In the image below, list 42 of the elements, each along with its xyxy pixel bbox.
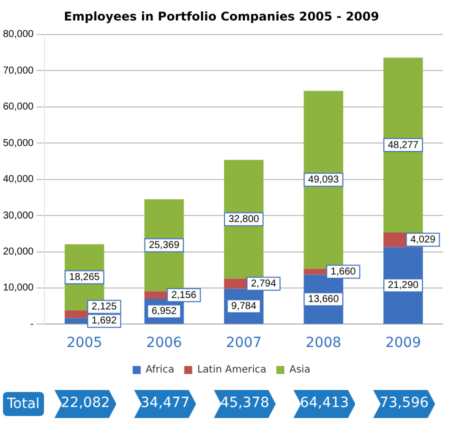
y-tick-label: 70,000 bbox=[2, 65, 34, 76]
y-tick-label: 30,000 bbox=[2, 210, 34, 222]
y-tick-label: - bbox=[30, 318, 34, 330]
chart-title: Employees in Portfolio Companies 2005 - 2009 bbox=[64, 9, 380, 24]
bar bbox=[224, 160, 264, 279]
y-tick-label: 20,000 bbox=[2, 246, 34, 258]
text: 22,082 bbox=[60, 395, 111, 411]
data-label: 1,692 bbox=[92, 316, 118, 327]
data-label: 32,800 bbox=[228, 214, 260, 225]
legend-label: Asia bbox=[289, 364, 310, 376]
data-label: 2,125 bbox=[92, 302, 118, 313]
text: 64,413 bbox=[298, 395, 350, 411]
data-label: 4,029 bbox=[410, 234, 436, 246]
text: 34,477 bbox=[140, 395, 191, 411]
y-tick-label: 60,000 bbox=[2, 102, 34, 113]
x-tick-label: 2009 bbox=[385, 335, 421, 352]
legend-label: Latin America bbox=[197, 364, 266, 376]
x-tick-label: 2007 bbox=[226, 335, 262, 352]
data-label: 2,794 bbox=[251, 278, 276, 290]
data-label: 9,784 bbox=[231, 300, 257, 312]
y-tick-label: 40,000 bbox=[2, 174, 34, 186]
x-tick-label: 2005 bbox=[66, 335, 102, 352]
bar bbox=[383, 58, 423, 232]
data-label: 13,660 bbox=[308, 294, 340, 305]
bar bbox=[304, 90, 344, 269]
data-label: 21,290 bbox=[388, 280, 419, 292]
text: 73,596 bbox=[378, 395, 430, 411]
legend-label: Africa bbox=[146, 364, 174, 376]
data-label: 2,156 bbox=[171, 290, 197, 301]
y-tick-label: 50,000 bbox=[2, 138, 34, 149]
x-tick-label: 2006 bbox=[146, 335, 182, 352]
data-label: 6,952 bbox=[152, 306, 178, 318]
data-label: 18,265 bbox=[69, 272, 100, 284]
data-label: 1,660 bbox=[330, 266, 356, 278]
data-label: 49,093 bbox=[308, 174, 340, 186]
data-label: 25,369 bbox=[148, 240, 180, 252]
data-label: 48,277 bbox=[388, 140, 419, 151]
text: 45,378 bbox=[219, 395, 270, 411]
x-tick-label: 2008 bbox=[306, 335, 342, 352]
y-tick-label: 80,000 bbox=[2, 29, 34, 40]
text: Total bbox=[3, 392, 44, 416]
y-tick-label: 10,000 bbox=[2, 282, 34, 294]
